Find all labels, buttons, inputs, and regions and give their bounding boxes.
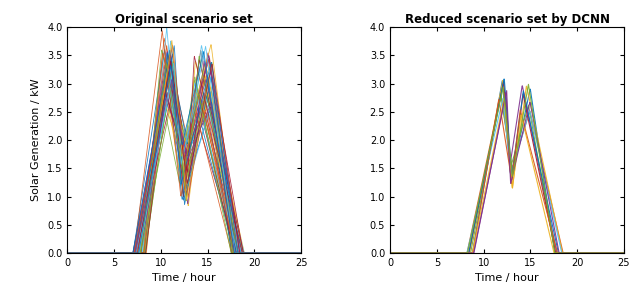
X-axis label: Time / hour: Time / hour — [152, 273, 216, 283]
Y-axis label: Solar Generation / kW: Solar Generation / kW — [31, 79, 42, 201]
Title: Reduced scenario set by DCNN: Reduced scenario set by DCNN — [404, 13, 609, 26]
Title: Original scenario set: Original scenario set — [115, 13, 253, 26]
X-axis label: Time / hour: Time / hour — [476, 273, 539, 283]
